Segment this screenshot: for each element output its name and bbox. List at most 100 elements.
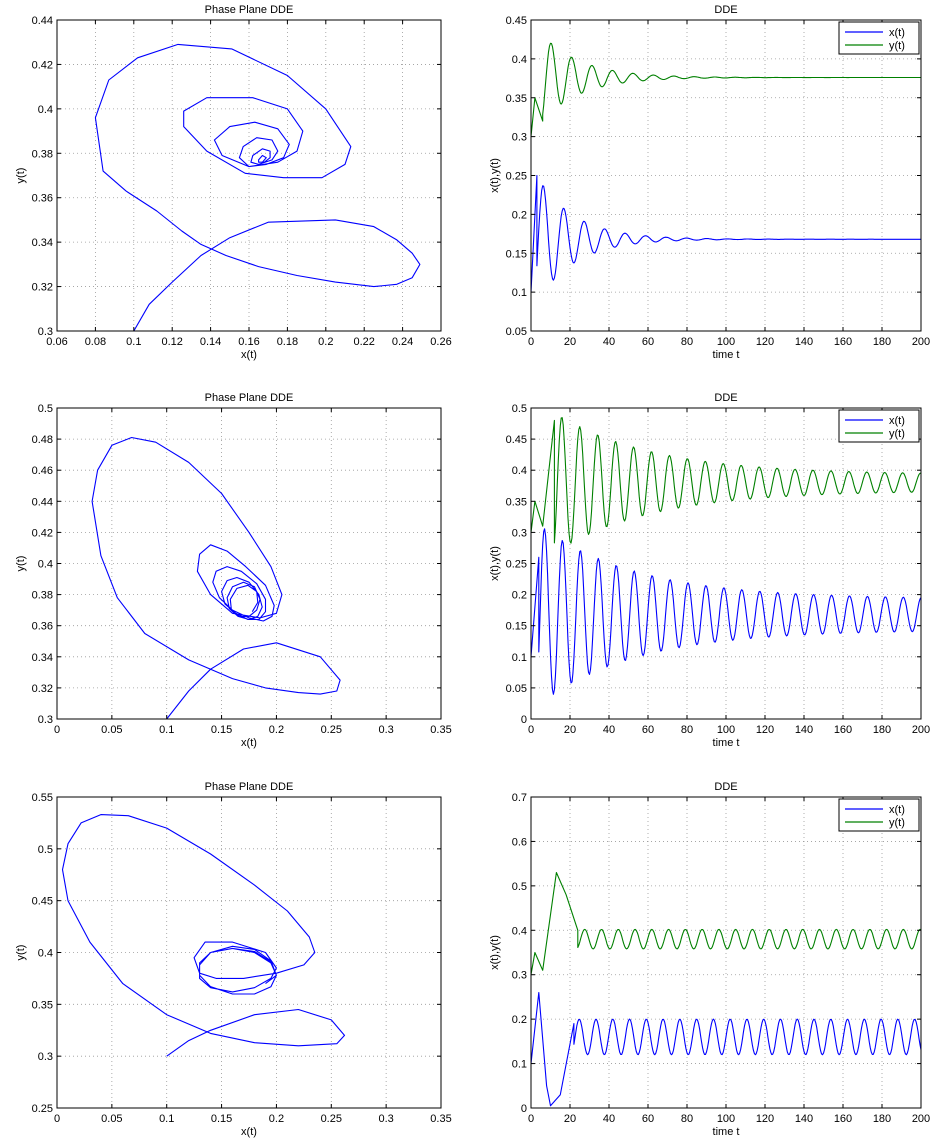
chart-title: Phase Plane DDE: [205, 781, 294, 793]
legend-label: x(t): [889, 415, 905, 427]
x-tick-label: 0: [528, 724, 534, 736]
series-group: [61, 814, 346, 1057]
x-tick-label: 60: [642, 336, 654, 348]
y-axis-label: y(t): [15, 168, 27, 184]
y-tick-label: 0.46: [32, 465, 53, 477]
chart-title: DDE: [714, 4, 737, 16]
y-axis-label: y(t): [15, 945, 27, 961]
y-tick-label: 0.48: [32, 434, 53, 446]
y-tick-label: 0.36: [32, 193, 53, 205]
x-axis-label: x(t): [241, 1126, 257, 1138]
x-tick-label: 40: [603, 1113, 615, 1125]
y-tick-label: 0.38: [32, 148, 53, 160]
x-tick-label: 20: [564, 1113, 576, 1125]
x-tick-label: 100: [717, 724, 735, 736]
y-tick-label: 0.6: [512, 836, 527, 848]
y-tick-label: 0.35: [32, 999, 53, 1011]
x-tick-label: 0.1: [159, 724, 174, 736]
series-group: [531, 417, 921, 695]
y-tick-label: 0.1: [512, 652, 527, 664]
x-tick-label: 0.3: [378, 1113, 393, 1125]
y-tick-label: 0.4: [512, 54, 527, 66]
x-tick-label: 80: [681, 724, 693, 736]
legend-box: [838, 409, 920, 443]
y-tick-label: 0.1: [512, 287, 527, 299]
y-tick-label: 0.4: [38, 559, 53, 571]
y-tick-label: 0.15: [506, 621, 527, 633]
x-tick-label: 0.05: [101, 1113, 122, 1125]
y-tick-label: 0.15: [506, 248, 527, 260]
series-group: [531, 871, 921, 1107]
legend: x(t)y(t): [838, 409, 920, 443]
x-tick-label: 0.08: [85, 336, 106, 348]
y-tick-label: 0.55: [32, 792, 53, 804]
x-tick-label: 0: [528, 1113, 534, 1125]
x-tick-label: 0.25: [321, 1113, 342, 1125]
x-tick-label: 0.15: [211, 1113, 232, 1125]
x-tick-label: 0.3: [378, 724, 393, 736]
chart-pp1: 0.06 0.08 0.1 0.12 0.14 0.16 0.18 0.2 0.22 0.24 0.…: [15, 4, 452, 361]
y-tick-label: 0.3: [38, 326, 53, 338]
y-tick-label: 0.3: [512, 527, 527, 539]
x-tick-label: 0.22: [353, 336, 374, 348]
x-axis-label: x(t): [241, 737, 257, 749]
legend-box: [838, 798, 920, 832]
y-tick-label: 0.38: [32, 590, 53, 602]
x-tick-label: 140: [795, 724, 813, 736]
y-tick-label: 0.25: [506, 171, 527, 183]
y-tick-label: 0.2: [512, 1014, 527, 1026]
y-tick-label: 0.36: [32, 621, 53, 633]
y-tick-label: 0.35: [506, 93, 527, 105]
chart-title: Phase Plane DDE: [205, 392, 294, 404]
x-tick-label: 0.35: [430, 1113, 451, 1125]
plot-area: [57, 20, 441, 331]
y-tick-label: 0.34: [32, 652, 53, 664]
x-tick-label: 0.1: [126, 336, 141, 348]
x-tick-label: 160: [834, 336, 852, 348]
x-tick-label: 200: [912, 724, 930, 736]
chart-pp3: 0 0.05 0.1 0.15 0.2 0.25 0.3 0.35 0.25 0.3 0.35 0.4…: [15, 781, 452, 1138]
chart-ts1: 0 20 40 60 80 100 120 140 160 180 200 0.05 0.1 0.15 0.…: [489, 4, 930, 361]
x-tick-label: 0.05: [101, 724, 122, 736]
x-tick-label: 0.2: [318, 336, 333, 348]
x-axis-label: time t: [713, 349, 740, 361]
y-tick-label: 0.45: [506, 15, 527, 27]
x-tick-label: 180: [873, 724, 891, 736]
y-tick-label: 0.5: [512, 881, 527, 893]
y-tick-label: 0.05: [506, 683, 527, 695]
x-tick-label: 160: [834, 1113, 852, 1125]
y-tick-label: 0.5: [38, 844, 53, 856]
y-tick-label: 0.25: [32, 1103, 53, 1115]
x-axis-label: time t: [713, 737, 740, 749]
y-tick-label: 0.34: [32, 237, 53, 249]
legend-box: [838, 21, 920, 55]
x-tick-label: 200: [912, 1113, 930, 1125]
x-tick-label: 140: [795, 336, 813, 348]
x-tick-label: 120: [756, 336, 774, 348]
x-tick-label: 0.2: [269, 724, 284, 736]
x-tick-label: 0.16: [238, 336, 259, 348]
chart-ts3: 0 20 40 60 80 100 120 140 160 180 200 0 0.1 0.2 0.3 0.4…: [489, 781, 930, 1138]
y-tick-label: 0.45: [32, 896, 53, 908]
x-tick-label: 80: [681, 1113, 693, 1125]
y-tick-label: 0.42: [32, 59, 53, 71]
x-axis-label: time t: [713, 1126, 740, 1138]
x-tick-label: 0.26: [430, 336, 451, 348]
series-group: [94, 43, 421, 331]
series-line-xt: [531, 991, 921, 1107]
y-tick-label: 0.3: [512, 970, 527, 982]
x-tick-label: 0: [54, 724, 60, 736]
series-line-trajectory: [91, 436, 341, 719]
x-tick-label: 40: [603, 336, 615, 348]
x-tick-label: 0.15: [211, 724, 232, 736]
y-tick-label: 0.4: [38, 104, 53, 116]
x-tick-label: 160: [834, 724, 852, 736]
x-tick-label: 0: [528, 336, 534, 348]
x-tick-label: 0.14: [200, 336, 221, 348]
y-tick-label: 0.5: [512, 403, 527, 415]
y-tick-label: 0.44: [32, 15, 53, 27]
x-tick-label: 60: [642, 724, 654, 736]
series-line-xt: [531, 174, 921, 293]
y-tick-label: 0.4: [38, 948, 53, 960]
